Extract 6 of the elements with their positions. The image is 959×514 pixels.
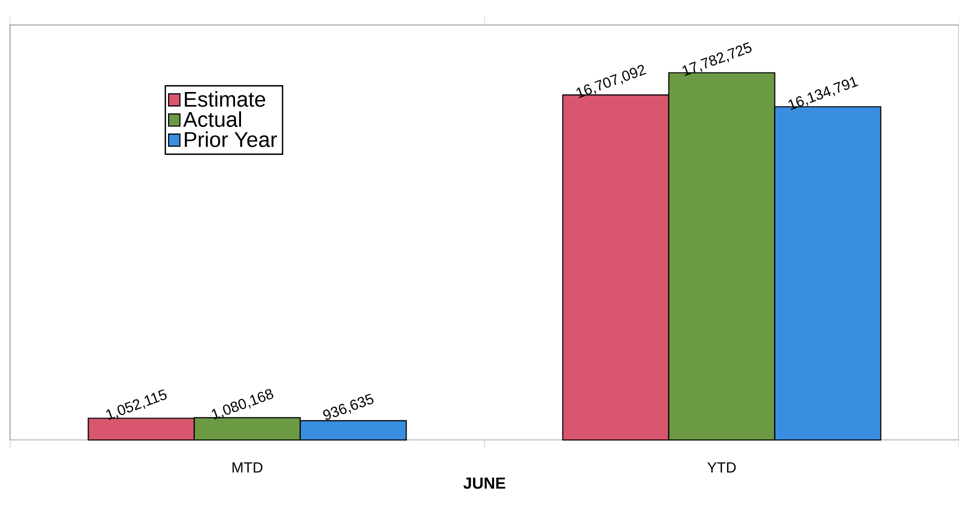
- legend-label: Estimate: [184, 91, 266, 107]
- x-tick-label: YTD: [707, 462, 736, 472]
- x-tick-label: MTD: [232, 462, 262, 472]
- x-axis-title: JUNE: [463, 478, 506, 489]
- legend-label: Actual: [183, 111, 241, 127]
- legend-label: Prior Year: [184, 131, 277, 148]
